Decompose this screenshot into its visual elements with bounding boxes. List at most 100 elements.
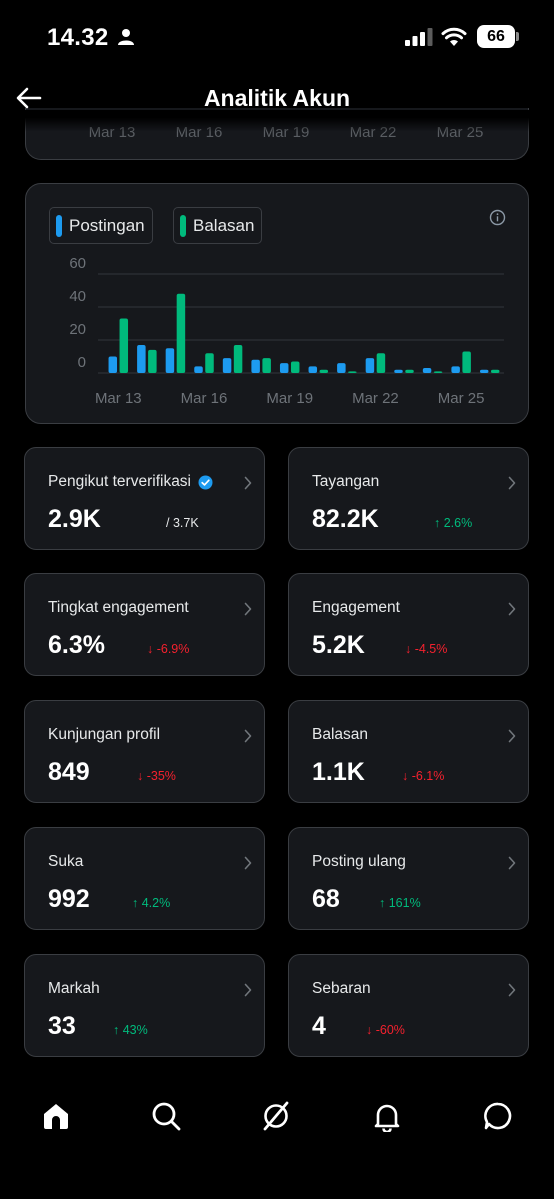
bar-replies [433, 371, 443, 373]
stat-label: Engagement [312, 599, 400, 617]
bar-posts [451, 366, 460, 373]
scroll-fade [0, 110, 554, 132]
legend-posts[interactable]: Postingan [49, 207, 153, 244]
bar-posts [337, 363, 346, 373]
stat-change: ↑ 43% [113, 1023, 148, 1037]
page-title: Analitik Akun [203, 85, 351, 111]
bar-posts [279, 363, 289, 373]
bar-replies [290, 361, 300, 373]
stat-label: Markah [48, 980, 100, 998]
activity-chart-card: Postingan Balasan 0 20 40 60 Mar 13 Mar 16 Mar… [25, 183, 529, 424]
messages-tab[interactable] [478, 1096, 518, 1136]
y-tick-label: 40 [69, 288, 86, 305]
stat-card[interactable]: Markah 33 ↑ 43% [24, 954, 265, 1057]
chevron-right-icon [508, 729, 516, 743]
chevron-right-icon [508, 856, 516, 870]
info-icon[interactable] [489, 209, 506, 231]
bar-posts [479, 369, 489, 373]
stat-value: 82.2K [312, 505, 379, 533]
stat-change: ↑ 4.2% [132, 896, 171, 910]
stat-label-text: Markah [48, 980, 100, 997]
stat-card[interactable]: Suka 992 ↑ 4.2% [24, 827, 265, 930]
bar-replies [348, 371, 357, 373]
bar-posts [422, 368, 432, 373]
bar-replies [490, 369, 500, 373]
notifications-tab[interactable] [367, 1096, 407, 1136]
bar-replies [148, 349, 157, 373]
bar-chart: 0 20 40 60 Mar 13 Mar 16 Mar 19 Mar 22 Mar 25 [69, 255, 504, 407]
bar-replies [233, 344, 243, 373]
x-tick-label: Mar 13 [95, 390, 142, 407]
chevron-right-icon [244, 729, 252, 743]
chevron-right-icon [508, 476, 516, 490]
person-icon [117, 28, 135, 51]
stat-change: ↓ -60% [366, 1023, 405, 1037]
stat-label-text: Tayangan [312, 473, 380, 490]
stat-label: Suka [48, 853, 83, 871]
search-icon [152, 1102, 181, 1131]
x-tick-label: Mar 25 [438, 390, 485, 407]
stat-label-text: Kunjungan profil [48, 726, 161, 743]
stat-card[interactable]: Engagement 5.2K ↓ -4.5% [288, 573, 529, 676]
stat-card[interactable]: Posting ulang 68 ↑ 161% [288, 827, 529, 930]
stat-change: ↑ 161% [379, 896, 421, 910]
chevron-right-icon [508, 602, 516, 616]
legend-swatch-replies [180, 214, 186, 237]
stat-change: ↓ -6.9% [147, 642, 190, 656]
legend-swatch-posts [56, 214, 62, 237]
notifications-icon [374, 1104, 400, 1132]
stat-card[interactable]: Sebaran 4 ↓ -60% [288, 954, 529, 1057]
stat-label-text: Pengikut terverifikasi [48, 473, 192, 490]
home-icon [44, 1104, 68, 1129]
stat-label-text: Suka [48, 853, 84, 870]
chevron-right-icon [244, 983, 252, 997]
legend-replies[interactable]: Balasan [173, 207, 263, 244]
y-tick-label: 60 [69, 255, 86, 272]
home-tab[interactable] [36, 1096, 76, 1136]
stat-label: Posting ulang [312, 853, 406, 871]
stat-value: 2.9K [48, 505, 101, 533]
stat-label-text: Tingkat engagement [48, 599, 189, 616]
bar-replies [176, 293, 186, 373]
status-bar: 14.32 66 [0, 0, 554, 72]
verified-badge-icon [198, 475, 213, 489]
chevron-right-icon [244, 602, 252, 616]
bar-posts [137, 344, 146, 373]
stat-card[interactable]: Tayangan 82.2K ↑ 2.6% [288, 447, 529, 550]
back-button[interactable] [14, 84, 44, 112]
stat-label-text: Balasan [312, 726, 369, 743]
battery-tip [516, 32, 519, 41]
cellular-signal-icon [405, 28, 433, 51]
stat-card[interactable]: Balasan 1.1K ↓ -6.1% [288, 700, 529, 803]
stat-value: 6.3% [48, 631, 105, 659]
stat-value: 5.2K [312, 631, 365, 659]
search-tab[interactable] [146, 1096, 186, 1136]
stat-card[interactable]: Pengikut terverifikasi 2.9K / 3.7K [24, 447, 265, 550]
battery-level: 66 [477, 25, 515, 48]
stat-label: Tayangan [312, 473, 379, 491]
bar-replies [376, 353, 386, 373]
stat-label-text: Posting ulang [312, 853, 406, 870]
stat-value: 849 [48, 758, 90, 786]
bar-posts [394, 369, 403, 373]
stat-change: ↓ -35% [137, 769, 176, 783]
header: Analitik Akun [0, 72, 554, 124]
legend-label-replies: Balasan [193, 215, 255, 235]
stat-card[interactable]: Tingkat engagement 6.3% ↓ -6.9% [24, 573, 265, 676]
bar-replies [319, 369, 329, 373]
stat-change: ↓ -6.1% [402, 769, 445, 783]
stat-card[interactable]: Kunjungan profil 849 ↓ -35% [24, 700, 265, 803]
stat-label: Kunjungan profil [48, 726, 160, 744]
bar-posts [165, 348, 175, 373]
bottom-nav [0, 1080, 554, 1152]
stat-change: ↑ 2.6% [434, 516, 473, 530]
y-tick-label: 20 [69, 321, 86, 338]
stat-value: 992 [48, 885, 90, 913]
grok-icon [263, 1101, 289, 1131]
stat-label: Balasan [312, 726, 368, 744]
legend-label-posts: Postingan [69, 215, 145, 235]
x-tick-label: Mar 19 [266, 390, 313, 407]
grok-tab[interactable] [256, 1096, 296, 1136]
stat-total: / 3.7K [166, 516, 199, 530]
bar-posts [251, 359, 260, 373]
